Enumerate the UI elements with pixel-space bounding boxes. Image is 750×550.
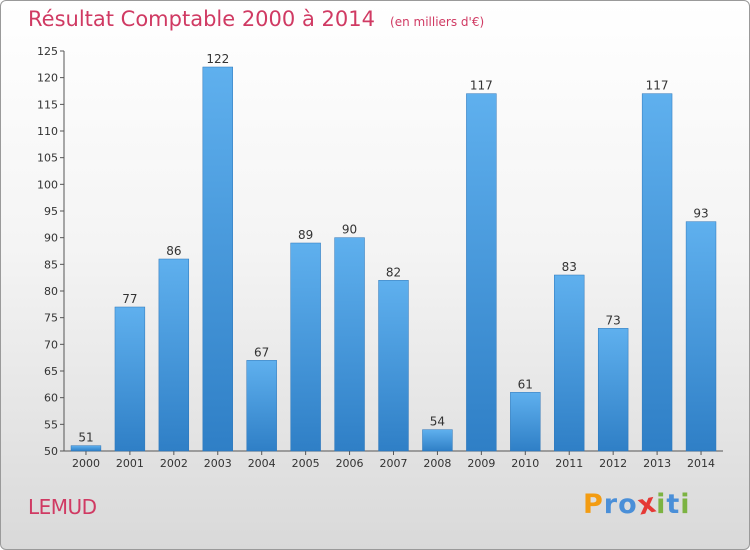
data-label-2011: 83 xyxy=(562,260,577,274)
bar-2000 xyxy=(70,445,102,452)
x-tick-label: 2012 xyxy=(599,457,627,470)
x-tick-label: 2006 xyxy=(336,457,364,470)
data-label-2014: 93 xyxy=(693,207,708,221)
data-label-2001: 77 xyxy=(122,292,137,306)
data-label-2009: 117 xyxy=(470,79,493,93)
y-tick-label: 95 xyxy=(44,205,58,218)
x-axis: 2000 2001 2002 2003 2004 2005 2006 2007 2008 2009… xyxy=(64,450,723,470)
bar-2001 xyxy=(114,306,146,452)
y-tick-label: 60 xyxy=(44,392,58,405)
y-tick-label: 110 xyxy=(37,125,58,138)
logo-letter: P xyxy=(583,489,604,520)
y-tick-label: 120 xyxy=(37,72,58,85)
data-label-2008: 54 xyxy=(430,415,445,429)
y-tick-label: 75 xyxy=(44,312,58,325)
logo-letter: i xyxy=(680,489,691,520)
logo-letter: i xyxy=(656,489,667,520)
chart-subtitle: (en milliers d'€) xyxy=(390,15,485,29)
data-labels: 51 77 86 122 67 89 90 82 54 117 61 83 73 117 93 xyxy=(78,52,708,445)
data-label-2003: 122 xyxy=(206,52,229,66)
y-tick-label: 100 xyxy=(37,178,58,191)
bar-2009 xyxy=(466,93,497,452)
x-tick-label: 2011 xyxy=(555,457,583,470)
bar-2005 xyxy=(290,242,321,452)
y-tick-label: 70 xyxy=(44,338,58,351)
bar-2003 xyxy=(202,66,233,452)
data-label-2005: 89 xyxy=(298,228,313,242)
x-tick-label: 2008 xyxy=(423,457,451,470)
proxiti-logo: Proxiti xyxy=(583,487,691,521)
chart-title: Résultat Comptable 2000 à 2014 xyxy=(28,7,375,31)
y-tick-label: 55 xyxy=(44,418,58,431)
y-tick-label: 90 xyxy=(44,232,58,245)
x-tick-label: 2010 xyxy=(511,457,539,470)
data-label-2010: 61 xyxy=(518,377,533,391)
x-tick-label: 2001 xyxy=(116,457,144,470)
x-tick-label: 2014 xyxy=(687,457,715,470)
bar-2011 xyxy=(554,274,585,452)
bar-2006 xyxy=(334,237,365,452)
commune-name: LEMUD xyxy=(28,495,97,519)
bar-2007 xyxy=(378,280,409,452)
bar-2002 xyxy=(158,258,190,452)
y-tick-label: 85 xyxy=(44,258,58,271)
logo-letter: t xyxy=(666,489,681,520)
y-tick-label: 65 xyxy=(44,365,58,378)
bar-2008 xyxy=(422,429,453,452)
x-tick-label: 2005 xyxy=(292,457,320,470)
data-label-2007: 82 xyxy=(386,265,401,279)
bar-2012 xyxy=(597,328,629,452)
x-tick-label: 2007 xyxy=(380,457,408,470)
data-label-2006: 90 xyxy=(342,223,357,237)
data-label-2012: 73 xyxy=(606,313,621,327)
bar-2010 xyxy=(510,392,541,452)
data-label-2002: 86 xyxy=(166,244,181,258)
y-tick-label: 50 xyxy=(44,445,58,458)
title-row: Résultat Comptable 2000 à 2014 (en milli… xyxy=(28,7,484,31)
y-tick-label: 105 xyxy=(37,152,58,165)
x-tick-label: 2013 xyxy=(643,457,671,470)
y-tick-label: 125 xyxy=(37,45,58,58)
x-tick-label: 2009 xyxy=(467,457,495,470)
logo-letter: o xyxy=(618,489,638,520)
data-label-2000: 51 xyxy=(78,431,93,445)
y-axis: 50 55 60 65 70 75 80 85 90 95 100 105 110 115 120 125 xyxy=(37,45,65,458)
data-label-2004: 67 xyxy=(254,345,269,359)
x-tick-label: 2002 xyxy=(160,457,188,470)
logo-letter: r xyxy=(603,489,619,520)
bars xyxy=(70,66,717,452)
x-tick-label: 2004 xyxy=(248,457,276,470)
x-tick-label: 2003 xyxy=(204,457,232,470)
bar-2013 xyxy=(641,93,673,452)
bar-2014 xyxy=(685,221,717,452)
y-tick-label: 115 xyxy=(37,98,58,111)
data-label-2013: 117 xyxy=(646,79,669,93)
bar-2004 xyxy=(246,360,277,452)
y-tick-label: 80 xyxy=(44,285,58,298)
x-tick-label: 2000 xyxy=(72,457,100,470)
